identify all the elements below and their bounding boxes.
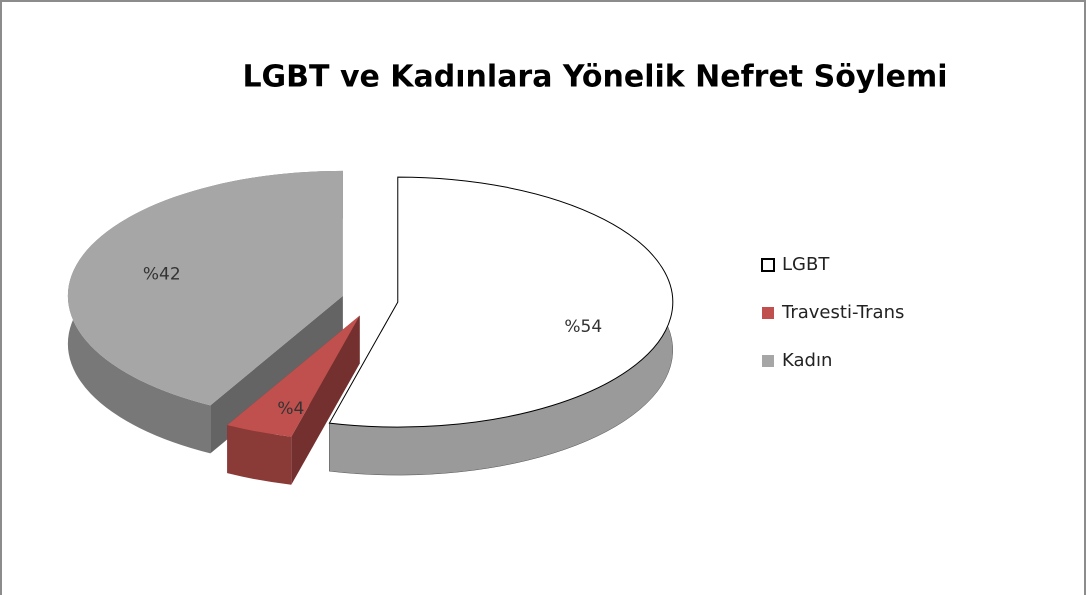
slice bbox=[67, 170, 343, 406]
slice bbox=[328, 176, 674, 428]
slice bbox=[227, 315, 360, 437]
legend-swatch bbox=[762, 355, 774, 367]
legend-label: Travesti-Trans bbox=[781, 302, 904, 323]
legend-label: LGBT bbox=[782, 254, 830, 275]
data-label: %42 bbox=[143, 265, 181, 285]
legend-label: Kadın bbox=[782, 350, 832, 371]
data-label: %54 bbox=[564, 317, 602, 337]
data-label: %4 bbox=[277, 399, 304, 419]
slice-side bbox=[227, 425, 292, 485]
legend-swatch bbox=[762, 307, 774, 319]
chart-title: LGBT ve Kadınlara Yönelik Nefret Söylemi bbox=[242, 60, 947, 95]
legend-swatch bbox=[761, 258, 775, 272]
